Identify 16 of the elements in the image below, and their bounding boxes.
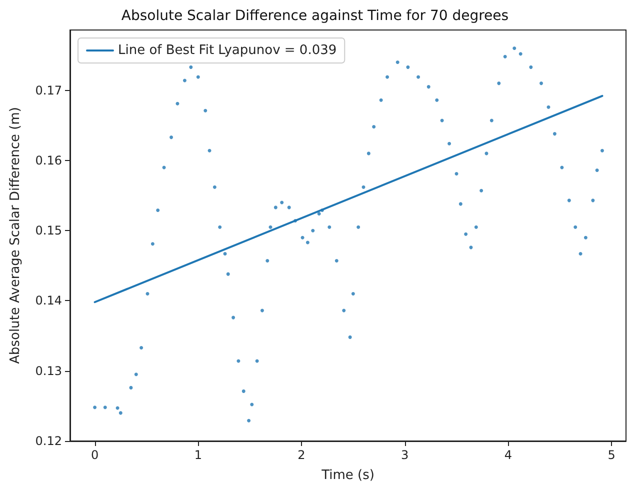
y-tick-label: 0.16	[35, 153, 62, 168]
x-tick-label: 2	[298, 448, 306, 462]
y-tick-label: 0.12	[35, 434, 62, 448]
x-tick-label: 5	[608, 448, 616, 462]
legend-label: Line of Best Fit Lyapunov = 0.039	[118, 43, 337, 58]
y-tick-label: 0.17	[35, 83, 62, 98]
x-tick-label: 1	[194, 448, 202, 462]
x-tick-label: 3	[401, 448, 409, 462]
x-tick-label: 4	[504, 448, 512, 462]
x-axis-title: Time (s)	[320, 468, 374, 483]
x-tick-label: 0	[90, 448, 99, 462]
y-tick-label: 0.13	[35, 364, 62, 378]
y-axis-title: Absolute Average Scalar Difference (m)	[8, 107, 23, 364]
y-tick-label: 0.15	[35, 224, 62, 238]
chart-title: Absolute Scalar Difference against Time for 70 degrees	[121, 8, 509, 24]
y-tick-label: 0.14	[35, 294, 62, 308]
